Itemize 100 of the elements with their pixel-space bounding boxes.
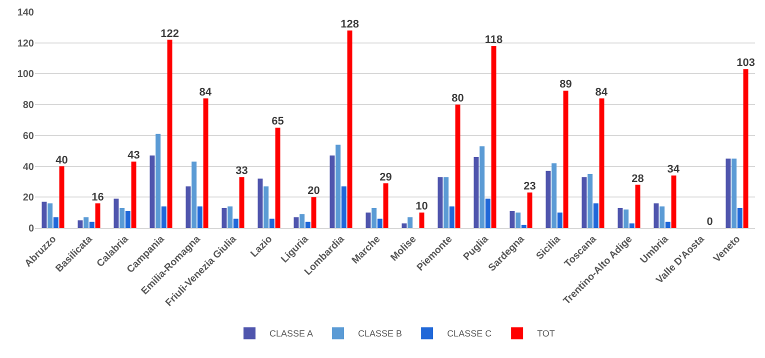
bar (593, 203, 598, 228)
data-label: 33 (236, 165, 248, 178)
bar (275, 128, 280, 228)
bar (588, 174, 593, 228)
bar (474, 157, 479, 228)
data-label: 118 (484, 34, 503, 46)
bar (383, 183, 388, 228)
bar (330, 155, 335, 228)
bar (233, 218, 238, 228)
data-label: 34 (667, 164, 680, 176)
data-label: 89 (560, 78, 572, 91)
bar (305, 222, 310, 228)
bar (59, 166, 64, 228)
data-label: 0 (706, 216, 713, 228)
bar (78, 220, 83, 228)
y-tick-label: 40 (22, 162, 34, 173)
bar (743, 69, 748, 228)
bar (48, 203, 53, 228)
bar (408, 217, 413, 228)
bar (377, 218, 382, 228)
bar (264, 186, 269, 228)
legend-label: CLASSE A (270, 328, 314, 339)
legend-label: CLASSE C (447, 328, 492, 339)
data-label: 128 (340, 18, 359, 31)
data-label: 23 (524, 180, 536, 193)
bar (665, 222, 670, 228)
data-label: 29 (380, 171, 392, 184)
bar (269, 218, 274, 228)
bar (485, 198, 490, 228)
legend-label: TOT (537, 328, 556, 339)
bar (222, 208, 227, 228)
bar (510, 211, 515, 228)
bar (311, 197, 316, 228)
y-tick-label: 120 (17, 38, 34, 50)
bar (402, 223, 407, 228)
bar (546, 170, 551, 228)
bar (239, 177, 244, 228)
bar (186, 186, 191, 228)
bar (156, 134, 161, 228)
bar (42, 202, 47, 228)
y-tick-label: 140 (17, 8, 34, 18)
bar (341, 186, 346, 228)
bar (516, 212, 521, 228)
bar (89, 222, 94, 228)
y-tick-label: 20 (22, 192, 34, 204)
bar (366, 212, 371, 228)
bar (527, 192, 532, 228)
y-tick-label: 80 (22, 100, 34, 112)
bar (125, 211, 130, 228)
bar (726, 158, 731, 228)
y-tick-label: 0 (28, 224, 34, 234)
bar (660, 206, 665, 228)
data-label: 103 (736, 57, 755, 70)
bar (84, 217, 89, 228)
bar (114, 198, 119, 228)
bar (599, 98, 604, 228)
bar (347, 30, 352, 228)
bar (455, 104, 460, 228)
data-label: 80 (452, 92, 464, 105)
bar (552, 163, 557, 228)
bar (294, 217, 299, 228)
data-label: 122 (160, 28, 179, 40)
bar (438, 177, 443, 228)
bar (300, 214, 305, 228)
bar (161, 206, 166, 228)
bar (53, 217, 58, 228)
bar (582, 177, 587, 228)
bar (120, 208, 125, 228)
bar (419, 212, 424, 228)
bar (444, 177, 449, 228)
data-label: 20 (308, 185, 320, 198)
bar (167, 40, 172, 228)
bar (737, 208, 742, 228)
data-label: 84 (199, 86, 212, 98)
bar (336, 144, 341, 228)
bar (732, 158, 737, 228)
bar (635, 184, 640, 228)
data-label: 65 (272, 116, 284, 128)
bar (192, 162, 197, 228)
data-label: 40 (56, 154, 68, 166)
bar (491, 46, 496, 228)
bar (228, 206, 233, 228)
data-label: 28 (632, 172, 644, 185)
bar (95, 203, 100, 228)
bar (480, 146, 485, 228)
data-label: 84 (595, 86, 608, 98)
bar (203, 98, 208, 228)
y-tick-label: 100 (17, 69, 34, 80)
bar (521, 224, 526, 228)
data-label: 16 (92, 191, 104, 204)
bar (449, 206, 454, 228)
legend-label: CLASSE B (358, 328, 402, 339)
bar (372, 208, 377, 228)
y-tick-label: 60 (22, 130, 34, 142)
bar (197, 206, 202, 228)
bar (563, 90, 568, 228)
bar (671, 176, 676, 228)
bar (624, 209, 629, 228)
bar (258, 178, 263, 228)
data-label: 43 (128, 150, 140, 162)
